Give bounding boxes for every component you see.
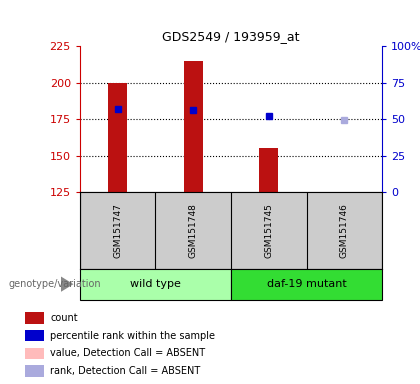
Text: percentile rank within the sample: percentile rank within the sample [50, 331, 215, 341]
Bar [25, 366, 44, 377]
Text: GSM151748: GSM151748 [189, 203, 198, 258]
Text: GSM151747: GSM151747 [113, 203, 122, 258]
Text: count: count [50, 313, 78, 323]
Bar [80, 269, 231, 300]
Text: GSM151746: GSM151746 [340, 203, 349, 258]
Bar [25, 330, 44, 341]
Text: rank, Detection Call = ABSENT: rank, Detection Call = ABSENT [50, 366, 201, 376]
Bar [231, 269, 382, 300]
Text: daf-19 mutant: daf-19 mutant [267, 279, 346, 289]
Polygon shape [61, 276, 74, 292]
Text: wild type: wild type [130, 279, 181, 289]
Bar [260, 148, 278, 192]
Bar [184, 61, 203, 192]
Bar [25, 348, 44, 359]
Text: GSM151745: GSM151745 [264, 203, 273, 258]
Bar [25, 312, 44, 323]
Text: genotype/variation: genotype/variation [8, 279, 101, 289]
Title: GDS2549 / 193959_at: GDS2549 / 193959_at [162, 30, 300, 43]
Text: value, Detection Call = ABSENT: value, Detection Call = ABSENT [50, 348, 205, 358]
Bar [108, 83, 127, 192]
